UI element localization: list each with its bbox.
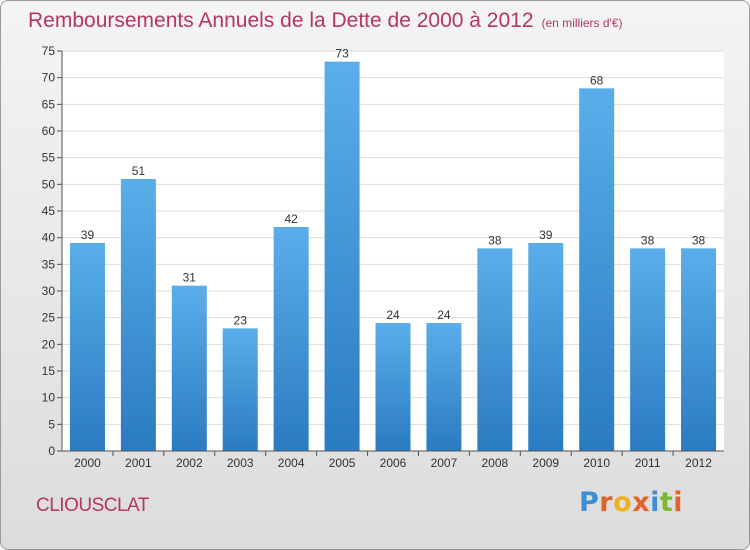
value-label: 42 — [284, 212, 298, 226]
value-label: 38 — [488, 233, 502, 247]
x-tick-label: 2010 — [583, 456, 610, 470]
y-tick-label: 50 — [42, 177, 56, 191]
logo-letter: r — [599, 487, 614, 518]
value-label: 73 — [335, 47, 349, 61]
bar-2001 — [120, 179, 156, 451]
y-tick-label: 45 — [42, 204, 56, 218]
value-label: 39 — [539, 228, 553, 242]
value-label: 68 — [590, 73, 604, 87]
chart-unit: (en milliers d'€) — [541, 16, 623, 30]
bar-2011 — [630, 248, 666, 451]
x-axis-ticks: 2000 2001 2002 2003 2004 2005 2006 2007 2008 2009… — [74, 451, 712, 470]
x-tick-label: 2007 — [431, 456, 458, 470]
value-label: 39 — [81, 228, 95, 242]
y-tick-label: 25 — [42, 311, 56, 325]
y-tick-label: 35 — [42, 257, 56, 271]
value-label: 38 — [641, 233, 655, 247]
x-tick-label: 2001 — [125, 456, 152, 470]
logo-letter: o — [613, 487, 633, 518]
bar-2002 — [171, 285, 207, 451]
bars: 39 51 31 23 42 73 24 24 38 39 68 38 38 — [69, 47, 717, 452]
bar-2008 — [477, 248, 513, 451]
chart-title: Remboursements Annuels de la Dette de 20… — [28, 9, 623, 33]
logo-letter: x — [632, 487, 651, 518]
y-tick-label: 0 — [48, 444, 55, 458]
x-tick-label: 2000 — [74, 456, 101, 470]
x-tick-label: 2009 — [532, 456, 559, 470]
x-tick-label: 2006 — [380, 456, 407, 470]
y-tick-label: 40 — [42, 231, 56, 245]
y-tick-label: 60 — [42, 124, 56, 138]
x-tick-label: 2012 — [685, 456, 712, 470]
bar-2009 — [528, 243, 564, 451]
bar-2000 — [69, 243, 105, 451]
x-tick-label: 2008 — [481, 456, 508, 470]
y-tick-label: 70 — [42, 71, 56, 85]
y-axis-ticks: 0 5 10 15 20 25 30 35 40 45 50 55 60 65 70 75 — [42, 44, 62, 458]
chart-title-text: Remboursements Annuels de la Dette de 20… — [28, 9, 534, 32]
bar-2003 — [222, 328, 258, 451]
logo-letter: i — [673, 487, 684, 518]
logo-letter: t — [659, 487, 674, 518]
logo-letter: i — [650, 487, 660, 518]
y-tick-label: 5 — [48, 417, 55, 431]
value-label: 24 — [386, 308, 400, 322]
y-tick-label: 20 — [42, 337, 56, 351]
value-label: 23 — [234, 313, 248, 327]
y-tick-label: 65 — [42, 97, 56, 111]
logo-letter: P — [579, 487, 600, 518]
x-tick-label: 2004 — [278, 456, 305, 470]
commune-name: CLIOUSCLAT — [36, 495, 149, 516]
proxiti-logo: Proxiti — [579, 487, 683, 518]
bar-2010 — [579, 88, 615, 451]
value-label: 31 — [183, 271, 197, 285]
y-tick-label: 15 — [42, 364, 56, 378]
x-tick-label: 2011 — [635, 456, 661, 470]
value-label: 38 — [692, 233, 706, 247]
x-tick-label: 2005 — [329, 456, 356, 470]
y-tick-label: 30 — [42, 284, 56, 298]
bar-2004 — [273, 227, 309, 451]
bar-2012 — [681, 248, 717, 451]
bar-2005 — [324, 61, 360, 452]
x-tick-label: 2003 — [227, 456, 254, 470]
bar-2007 — [426, 323, 462, 451]
bar-2006 — [375, 323, 411, 451]
value-label: 51 — [132, 164, 146, 178]
value-label: 24 — [437, 308, 451, 322]
y-tick-label: 10 — [42, 391, 56, 405]
y-tick-label: 55 — [42, 151, 56, 165]
x-tick-label: 2002 — [176, 456, 203, 470]
y-tick-label: 75 — [42, 44, 56, 58]
